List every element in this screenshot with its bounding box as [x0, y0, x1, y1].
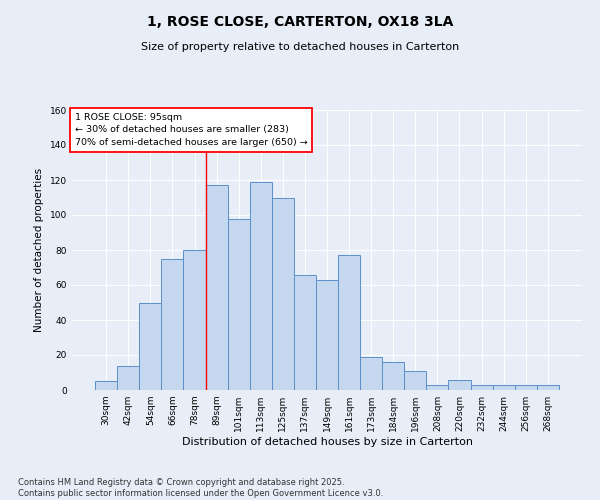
Bar: [515, 385, 537, 390]
Bar: [316, 280, 338, 390]
Text: 1, ROSE CLOSE, CARTERTON, OX18 3LA: 1, ROSE CLOSE, CARTERTON, OX18 3LA: [147, 15, 453, 29]
Text: 1 ROSE CLOSE: 95sqm
← 30% of detached houses are smaller (283)
70% of semi-detac: 1 ROSE CLOSE: 95sqm ← 30% of detached ho…: [74, 113, 307, 147]
Bar: [117, 366, 139, 390]
Bar: [250, 182, 272, 390]
Bar: [206, 185, 227, 390]
Bar: [448, 380, 470, 390]
Bar: [161, 259, 184, 390]
Bar: [227, 218, 250, 390]
Bar: [184, 250, 206, 390]
Y-axis label: Number of detached properties: Number of detached properties: [34, 168, 44, 332]
Bar: [427, 385, 448, 390]
Bar: [272, 198, 294, 390]
Bar: [493, 385, 515, 390]
Bar: [360, 357, 382, 390]
Bar: [139, 302, 161, 390]
Bar: [404, 371, 427, 390]
Bar: [470, 385, 493, 390]
X-axis label: Distribution of detached houses by size in Carterton: Distribution of detached houses by size …: [182, 437, 473, 447]
Bar: [95, 381, 117, 390]
Text: Size of property relative to detached houses in Carterton: Size of property relative to detached ho…: [141, 42, 459, 52]
Bar: [537, 385, 559, 390]
Bar: [338, 255, 360, 390]
Bar: [382, 362, 404, 390]
Text: Contains HM Land Registry data © Crown copyright and database right 2025.
Contai: Contains HM Land Registry data © Crown c…: [18, 478, 383, 498]
Bar: [294, 274, 316, 390]
